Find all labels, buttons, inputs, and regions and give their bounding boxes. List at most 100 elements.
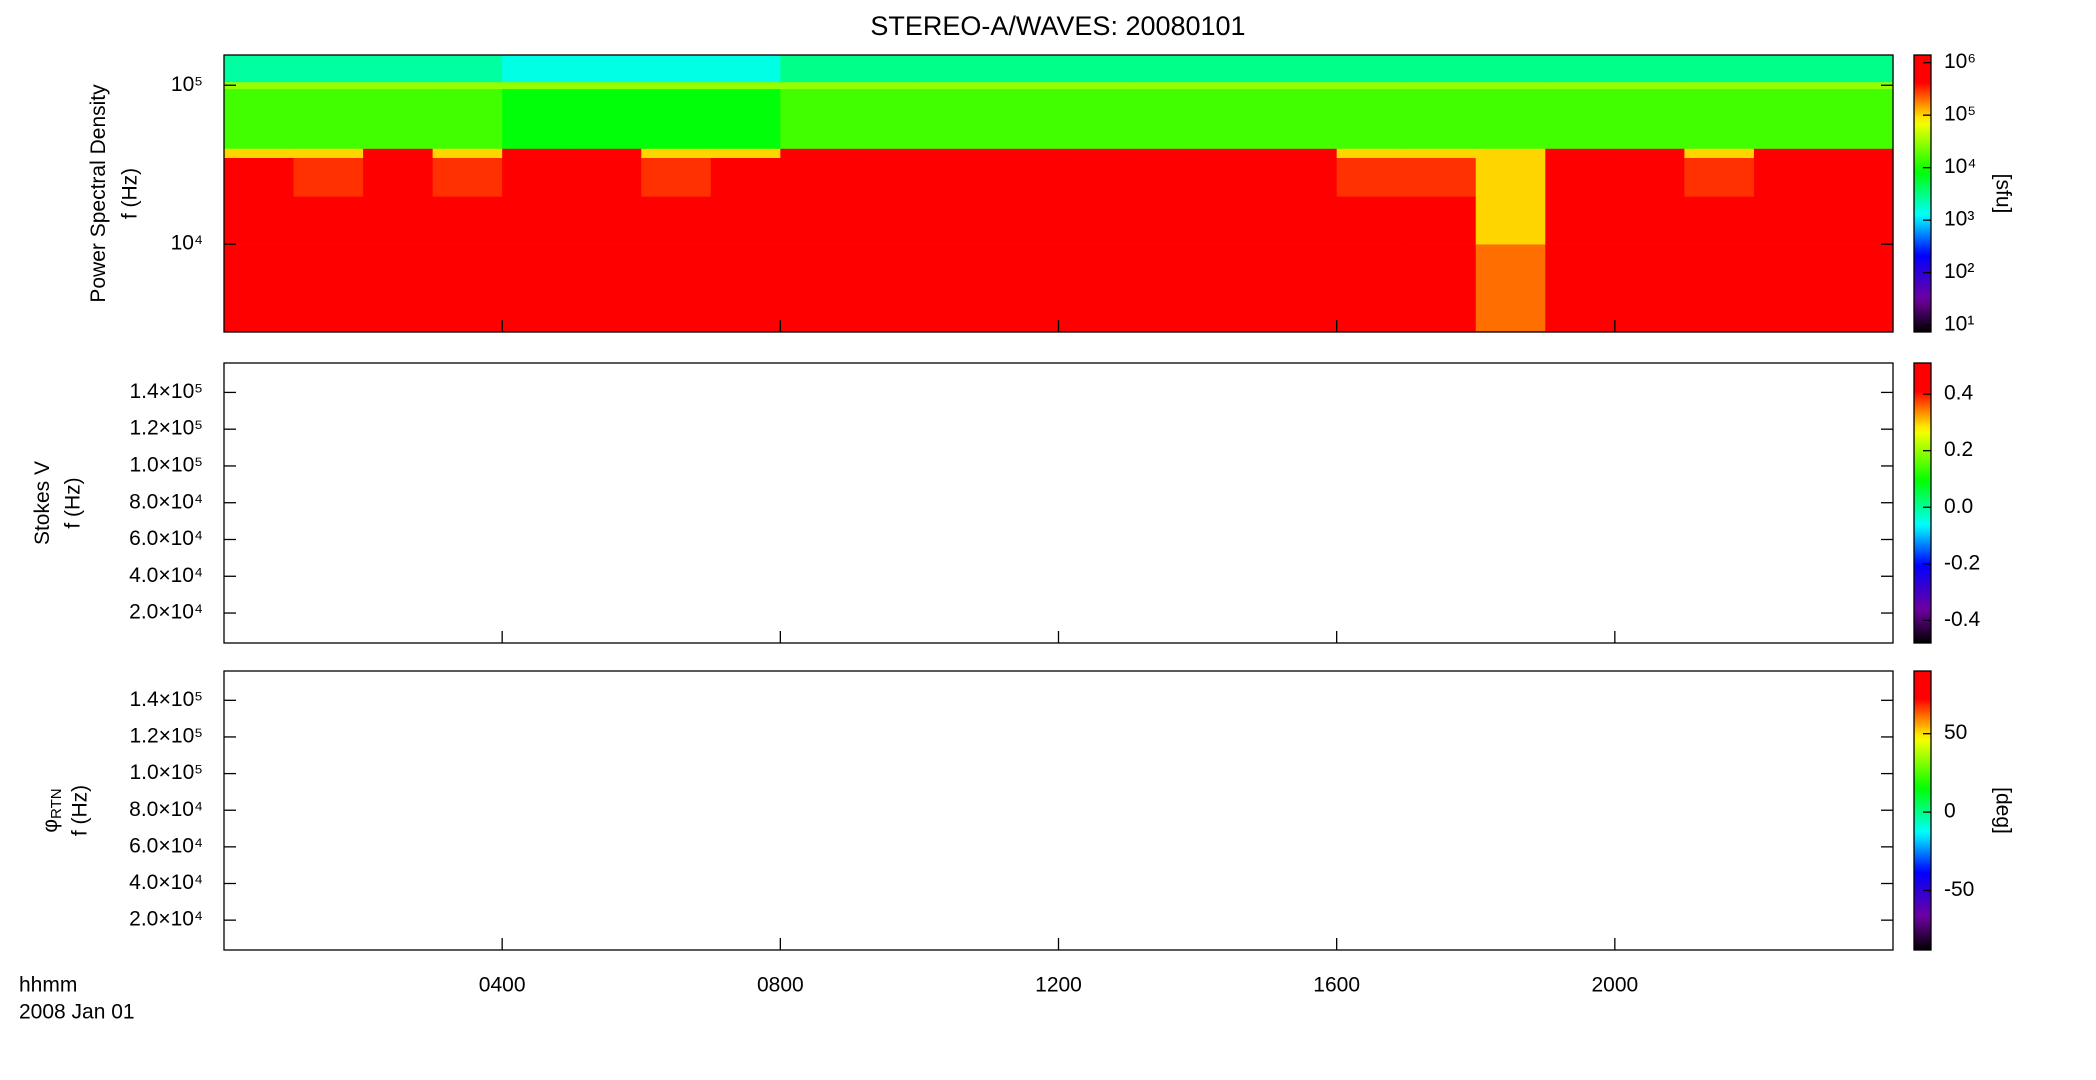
x-axis-label: hhmm xyxy=(19,974,77,997)
heatmap-cell xyxy=(1823,196,1894,245)
heatmap-cell xyxy=(502,81,573,90)
heatmap-cell xyxy=(641,157,712,197)
heatmap-cell xyxy=(1753,196,1825,245)
colorbar-tick-label: 10⁴ xyxy=(1944,155,1976,178)
heatmap-cell xyxy=(1197,55,1268,83)
heatmap-cell xyxy=(641,244,712,333)
heatmap-cell xyxy=(293,88,364,149)
heatmap-cell xyxy=(1267,157,1338,197)
y-tick-label: 1.0×10⁵ xyxy=(129,761,203,784)
heatmap-cell xyxy=(1406,157,1477,197)
heatmap-cell xyxy=(1614,81,1685,90)
heatmap-cell xyxy=(1406,196,1477,245)
heatmap-cell xyxy=(919,196,990,245)
heatmap-cell xyxy=(224,81,295,90)
heatmap-cell xyxy=(1545,88,1616,149)
x-tick-label: 2000 xyxy=(1591,974,1638,997)
chart-title: STEREO-A/WAVES: 20080101 xyxy=(870,11,1245,41)
heatmap-cell xyxy=(502,55,573,83)
y-axis-label-units: f (Hz) xyxy=(69,785,92,836)
heatmap-cell xyxy=(432,88,503,149)
y-axis-label: φRTN xyxy=(39,788,65,832)
heatmap-cell xyxy=(1753,148,1825,158)
heatmap-cell xyxy=(1545,157,1616,197)
heatmap-cell xyxy=(710,196,781,245)
heatmap-cell xyxy=(1823,55,1894,83)
panel: 2.0×10⁴ 4.0×10⁴ 6.0×10⁴ 8.0×10⁴ 1.0×10⁵ 1.2×1… xyxy=(31,362,1981,644)
heatmap-cell xyxy=(571,81,642,90)
heatmap-cell xyxy=(502,196,573,245)
heatmap-cell xyxy=(641,81,712,90)
y-tick-label: 10⁵ xyxy=(171,73,203,96)
colorbar-tick-label: -0.4 xyxy=(1944,608,1981,631)
heatmap-cell xyxy=(432,157,503,197)
x-tick-label: 0400 xyxy=(479,974,526,997)
heatmap-cell xyxy=(293,81,364,90)
y-tick-label: 1.0×10⁵ xyxy=(129,454,203,477)
heatmap-cell xyxy=(641,196,712,245)
colorbar-tick-label: 10⁶ xyxy=(1944,50,1976,73)
heatmap-cell xyxy=(1128,157,1199,197)
heatmap-cell xyxy=(1336,55,1407,83)
heatmap-cell xyxy=(1197,81,1268,90)
heatmap-cell xyxy=(1197,196,1268,245)
heatmap-cell xyxy=(1058,55,1129,83)
heatmap-cell xyxy=(363,88,434,149)
heatmap-cell xyxy=(1614,55,1685,83)
heatmap-cell xyxy=(432,244,503,333)
heatmap-cell xyxy=(502,148,573,158)
y-tick-label: 6.0×10⁴ xyxy=(129,527,203,550)
plot-frame xyxy=(223,362,1894,644)
heatmap-cell xyxy=(641,88,712,149)
y-tick-label: 1.2×10⁵ xyxy=(129,417,203,440)
y-axis-label-text: Power Spectral Density xyxy=(87,84,110,303)
heatmap-cell xyxy=(1058,148,1129,158)
heatmap-cell xyxy=(1128,148,1199,158)
heatmap-cell xyxy=(1336,81,1407,90)
heatmap-cell xyxy=(780,148,851,158)
colorbar-tick-label: -0.2 xyxy=(1944,551,1980,574)
heatmap-cell xyxy=(1684,196,1755,245)
heatmap-cell xyxy=(1614,157,1685,197)
heatmap-cell xyxy=(1197,244,1268,333)
heatmap-cell xyxy=(1267,148,1338,158)
heatmap-cell xyxy=(849,244,921,333)
heatmap-cell xyxy=(1406,148,1477,158)
heatmap-cell xyxy=(224,88,295,149)
heatmap-cell xyxy=(1684,244,1755,333)
heatmap-cell xyxy=(1267,55,1338,83)
heatmap-cell xyxy=(780,88,851,149)
heatmap-cell xyxy=(849,148,921,158)
y-axis-label-text: φ xyxy=(39,819,62,833)
y-tick-label: 10⁴ xyxy=(171,232,203,255)
heatmap-cell xyxy=(571,157,642,197)
colorbar-label: [deg] xyxy=(1991,787,2014,834)
colorbar-tick-label: 10² xyxy=(1944,260,1974,283)
heatmap-cell xyxy=(1406,244,1477,333)
heatmap-cell xyxy=(1753,88,1825,149)
x-tick-label: 0800 xyxy=(757,974,804,997)
y-tick-label: 1.4×10⁵ xyxy=(129,380,203,403)
heatmap-cell xyxy=(1128,88,1199,149)
y-axis-label-subscript: RTN xyxy=(48,788,65,819)
heatmap-cell xyxy=(988,157,1060,197)
heatmap-cell xyxy=(363,244,434,333)
heatmap-cell xyxy=(1058,81,1129,90)
colorbar-tick-label: 0.2 xyxy=(1944,438,1973,461)
colorbar-tick-label: 10⁵ xyxy=(1944,103,1976,126)
heatmap-cell xyxy=(571,55,642,83)
heatmap-cell xyxy=(1128,244,1199,333)
x-tick-label: 1600 xyxy=(1313,974,1360,997)
heatmap-cell xyxy=(780,196,851,245)
colorbar-label: [sfu] xyxy=(1991,174,2014,214)
heatmap-cell xyxy=(1406,81,1477,90)
y-tick-label: 8.0×10⁴ xyxy=(129,490,203,513)
heatmap-cell xyxy=(502,244,573,333)
heatmap-cell xyxy=(293,157,364,197)
y-tick-label: 6.0×10⁴ xyxy=(129,834,203,857)
colorbar xyxy=(1914,55,1931,332)
plot-frame xyxy=(223,670,1894,951)
heatmap-cell xyxy=(1545,196,1616,245)
